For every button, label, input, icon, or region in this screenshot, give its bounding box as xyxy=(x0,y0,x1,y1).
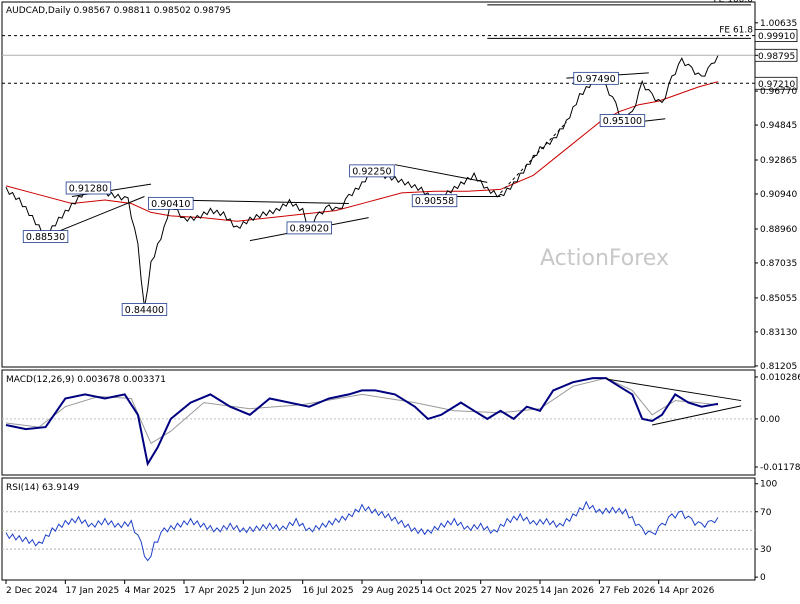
rsi-header: RSI(14) 63.9149 xyxy=(6,483,79,493)
price-annotation: 0.90410 xyxy=(151,199,190,210)
rsi-line-layer xyxy=(5,500,719,562)
macd-signal-line xyxy=(5,377,719,445)
fib-label: FE 61.8 xyxy=(719,26,753,36)
trendline xyxy=(71,183,152,197)
x-tick-label: 2 Dec 2024 xyxy=(6,586,58,596)
fib-label: FE 100.0 xyxy=(714,0,754,5)
y-tick-label: 0.96770 xyxy=(760,87,797,97)
x-tick-label: 14 Apr 2026 xyxy=(659,586,715,596)
price-annotation-box xyxy=(22,230,69,243)
price-annotation: 0.90558 xyxy=(415,196,454,207)
x-axis: 2 Dec 2024 17 Jan 2025 4 Mar 2025 17 Apr 20… xyxy=(5,580,715,596)
y-tick-label: 0.90940 xyxy=(760,190,797,200)
rsi-tick-label: 30 xyxy=(760,545,772,555)
x-tick-label: 4 Mar 2025 xyxy=(125,586,176,596)
macd-y-axis: 0.010286 0.00 -0.011786 xyxy=(755,373,800,473)
y-tick-label: 0.81205 xyxy=(760,362,797,372)
price-annotation-box xyxy=(121,303,168,316)
price-annotation-box xyxy=(286,221,332,235)
macd-tick-label: 0.00 xyxy=(760,415,780,425)
y-tick-label: 0.87035 xyxy=(760,259,797,269)
x-tick-label: 14 Jan 2026 xyxy=(540,586,594,596)
main-y-axis: 1.00635 0.96770 0.94845 0.92865 0.90940 0.889… xyxy=(755,19,797,372)
level-box-label: 0.98795 xyxy=(758,52,795,62)
price-annotation: 0.92250 xyxy=(352,166,391,177)
level-box xyxy=(754,29,798,43)
trendline xyxy=(45,196,145,238)
rsi-y-axis: 100 70 30 0 xyxy=(755,480,777,583)
macd-tick-label: 0.010286 xyxy=(760,373,800,383)
macd-line-layer xyxy=(5,377,719,467)
x-tick-label: 17 Apr 2025 xyxy=(184,586,240,596)
price-annotation: 0.84400 xyxy=(125,305,164,316)
y-tick-label: 0.88960 xyxy=(760,225,797,235)
trendline xyxy=(500,121,567,194)
price-annotation-box xyxy=(599,114,646,127)
macd-trendline xyxy=(652,405,742,426)
y-tick-label: 0.94845 xyxy=(760,121,797,131)
price-annotation-box xyxy=(148,196,194,210)
price-annotation: 0.97490 xyxy=(576,74,615,85)
rsi-tick-label: 70 xyxy=(760,508,772,518)
x-tick-label: 17 Jan 2025 xyxy=(65,586,119,596)
level-box-label: 0.97210 xyxy=(758,80,795,90)
rsi-panel: RSI(14) 63.9149 100 70 30 0 xyxy=(1,477,777,583)
rsi-tick-label: 0 xyxy=(760,573,766,583)
macd-line xyxy=(5,377,719,467)
trendline xyxy=(170,199,349,205)
trendline xyxy=(394,164,488,183)
y-tick-label: 0.92865 xyxy=(760,156,797,166)
x-tick-label: 27 Feb 2026 xyxy=(599,586,655,596)
y-tick-label: 1.00635 xyxy=(760,19,797,29)
rsi-level-lines xyxy=(2,511,755,550)
level-box xyxy=(754,76,798,90)
price-annotation: 0.95100 xyxy=(603,116,642,127)
price-annotation: 0.91280 xyxy=(69,184,108,195)
level-box-label: 0.99910 xyxy=(758,32,795,42)
macd-trendline xyxy=(605,378,742,402)
price-annotation: 0.88530 xyxy=(26,232,65,243)
main-price-panel: ActionForex AUDCAD,Daily 0.98567 0.98811… xyxy=(1,0,798,372)
price-annotation-box xyxy=(349,164,395,178)
x-tick-label: 16 Jul 2025 xyxy=(303,586,354,596)
y-tick-label: 0.85055 xyxy=(760,294,797,304)
x-tick-label: 14 Oct 2025 xyxy=(421,586,477,596)
rsi-line xyxy=(5,500,719,562)
price-annotation-box xyxy=(65,181,112,195)
macd-signal-layer xyxy=(5,377,719,445)
macd-tick-label: -0.011786 xyxy=(760,463,800,473)
annotation-layer: 0.91280 0.88530 0.84400 0.90410 0.89020 0.922… xyxy=(22,71,646,316)
main-header: AUDCAD,Daily 0.98567 0.98811 0.98502 0.9… xyxy=(6,6,231,16)
macd-trendline-layer xyxy=(605,378,742,426)
price-annotation-box xyxy=(411,194,458,208)
macd-header: MACD(12,26,9) 0.003678 0.003371 xyxy=(6,375,166,385)
y-tick-label: 0.83130 xyxy=(760,328,797,338)
x-tick-label: 27 Nov 2025 xyxy=(481,586,539,596)
rsi-tick-label: 100 xyxy=(760,480,777,490)
price-annotation-box xyxy=(573,71,619,85)
x-tick-label: 29 Aug 2025 xyxy=(362,586,420,596)
level-lines-layer: FE 100.0 FE 61.8 0.99910 0.98795 0.97210 xyxy=(2,0,798,90)
x-tick-label: 2 Jun 2025 xyxy=(243,586,291,596)
macd-panel: MACD(12,26,9) 0.003678 0.003371 0.010286… xyxy=(1,369,800,476)
price-annotation: 0.89020 xyxy=(290,223,329,234)
watermark: ActionForex xyxy=(540,246,669,271)
